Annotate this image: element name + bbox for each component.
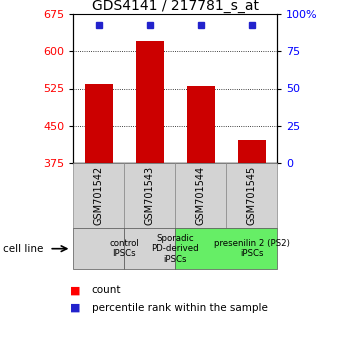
Text: cell line: cell line [3, 244, 44, 254]
Bar [73, 163, 124, 228]
Text: percentile rank within the sample: percentile rank within the sample [92, 303, 268, 313]
Bar [175, 228, 277, 269]
Text: control
IPSCs: control IPSCs [109, 239, 139, 258]
Bar [226, 163, 277, 228]
Text: count: count [92, 285, 121, 295]
Text: ■: ■ [70, 285, 80, 295]
Bar [124, 163, 175, 228]
Text: GSM701542: GSM701542 [94, 166, 104, 225]
Bar [175, 163, 226, 228]
Text: GSM701544: GSM701544 [195, 166, 206, 225]
Text: GSM701543: GSM701543 [144, 166, 155, 225]
Text: Sporadic
PD-derived
iPSCs: Sporadic PD-derived iPSCs [151, 234, 199, 264]
Bar [85, 84, 113, 163]
Bar [187, 86, 215, 163]
Text: ■: ■ [70, 303, 80, 313]
Bar [136, 41, 164, 163]
Bar [73, 228, 124, 269]
Text: GSM701545: GSM701545 [246, 166, 257, 225]
Title: GDS4141 / 217781_s_at: GDS4141 / 217781_s_at [91, 0, 259, 13]
Bar [238, 139, 266, 163]
Bar [124, 228, 175, 269]
Text: presenilin 2 (PS2)
iPSCs: presenilin 2 (PS2) iPSCs [214, 239, 290, 258]
